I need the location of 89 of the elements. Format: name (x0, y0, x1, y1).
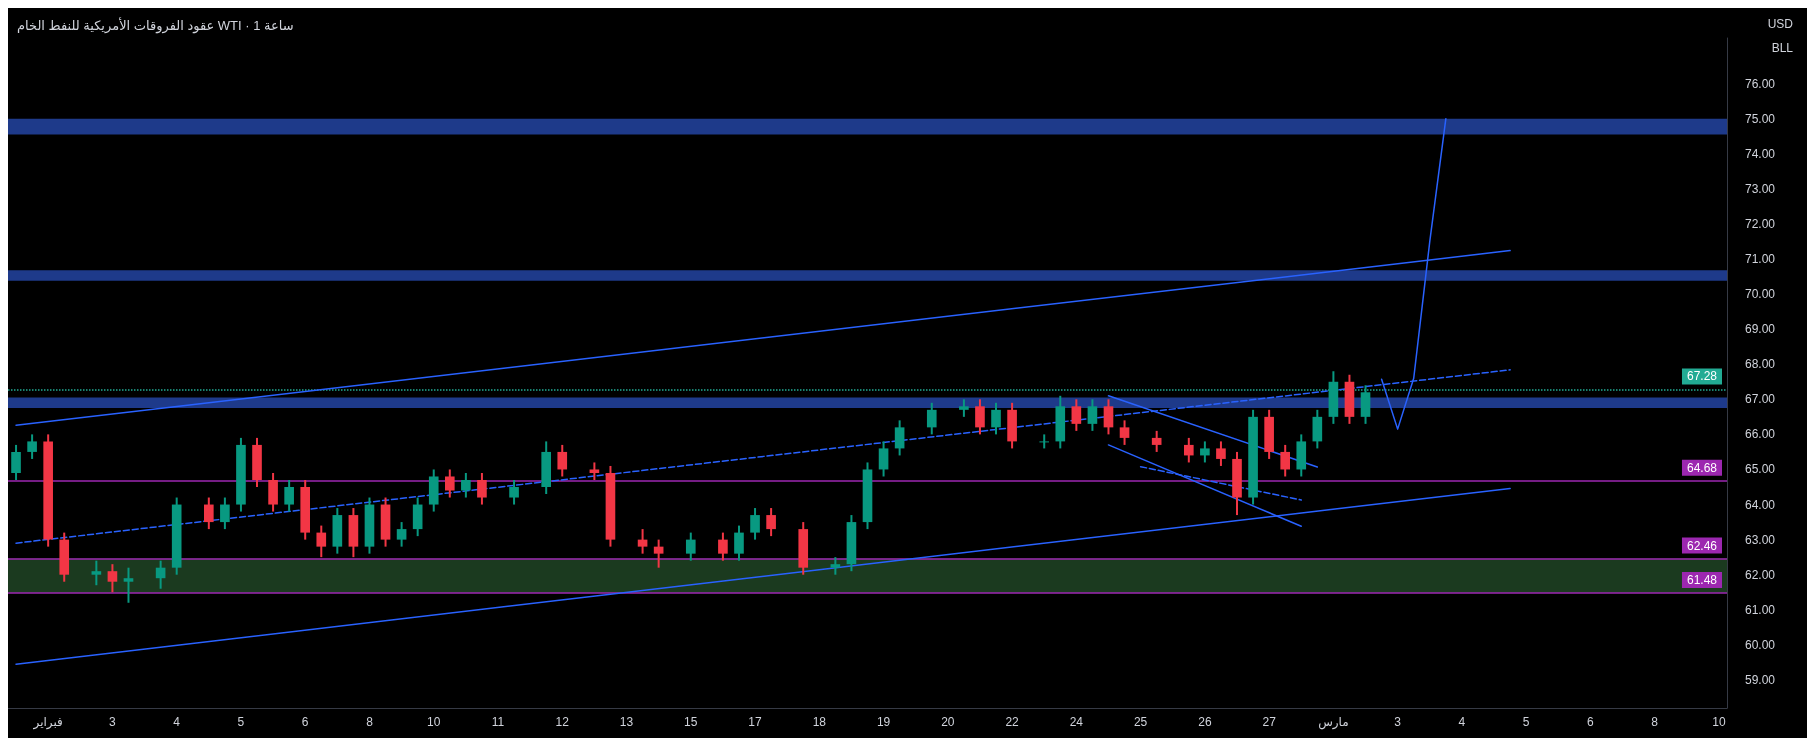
y-tick-label: 64.00 (1745, 497, 1776, 512)
x-tick-label: 10 (1712, 715, 1726, 729)
candlestick (11, 443, 21, 481)
candlestick (461, 471, 471, 499)
x-tick-label: 6 (1587, 715, 1595, 729)
candlestick (637, 528, 648, 555)
y-tick-label: 75.00 (1745, 111, 1776, 126)
candlestick (653, 538, 664, 569)
candlestick (1216, 440, 1226, 467)
candlestick (991, 401, 1001, 436)
candlestick (1103, 398, 1114, 436)
candlestick (766, 507, 776, 538)
text: BLL (1771, 41, 1794, 55)
y-tick-label: 76.00 (1745, 76, 1776, 91)
candlestick (734, 524, 744, 562)
x-tick-label: 4 (1458, 715, 1466, 729)
x-tick-label: فبراير (32, 715, 63, 730)
candlestick (316, 524, 327, 559)
ref-line-label: 64.68 (1686, 460, 1718, 475)
candlestick (1151, 429, 1162, 453)
x-tick-label: 20 (941, 715, 955, 729)
y-tick-label: 73.00 (1745, 181, 1776, 196)
y-tick-label: 74.00 (1745, 146, 1776, 161)
y-tick-label: 63.00 (1745, 532, 1776, 547)
x-tick-label: 6 (301, 715, 309, 729)
candlestick (1200, 440, 1210, 464)
x-tick-label: 19 (876, 715, 891, 729)
ref-line-label: 61.48 (1686, 572, 1718, 587)
candlestick (1183, 436, 1194, 464)
candlestick (1280, 443, 1291, 478)
y-tick-label: 67.00 (1745, 392, 1776, 407)
chart-title: عقود الفروقات الأمريكية للنفط الخام WTI · 1 ساعة (17, 17, 294, 34)
candlestick (91, 559, 102, 587)
y-tick-label: 60.00 (1745, 637, 1776, 652)
ref-line-label: 62.46 (1686, 538, 1718, 553)
candlestick (444, 468, 455, 499)
candlestick (878, 440, 889, 478)
text: USD (1767, 17, 1794, 31)
x-tick-label: مارس (1318, 715, 1349, 730)
y-tick-label: 61.00 (1745, 602, 1776, 617)
candlestick (926, 401, 937, 436)
x-tick-label: 12 (555, 715, 570, 729)
x-tick-label: 26 (1198, 715, 1212, 729)
x-tick-label: 3 (109, 715, 117, 729)
y-tick-label: 65.00 (1745, 462, 1776, 477)
x-tick-label: 17 (748, 715, 763, 729)
x-tick-label: 22 (1005, 715, 1020, 729)
x-tick-label: 3 (1394, 715, 1402, 729)
candlestick (1071, 398, 1082, 432)
x-tick-label: 10 (427, 715, 441, 729)
y-tick-label: 59.00 (1745, 672, 1776, 687)
y-tick-label: 70.00 (1745, 287, 1776, 302)
x-tick-label: 5 (237, 715, 245, 729)
candlestick (1087, 398, 1098, 432)
candlestick (284, 478, 294, 513)
x-tick-label: 13 (619, 715, 634, 729)
x-tick-label: 8 (366, 715, 374, 729)
ref-line-label: 67.28 (1686, 369, 1718, 384)
candlestick (975, 398, 985, 436)
candlestick (1119, 419, 1130, 446)
candlestick (123, 566, 134, 604)
y-tick-label: 62.00 (1745, 567, 1776, 582)
y-tick-label: 72.00 (1745, 216, 1776, 231)
y-tick-label: 68.00 (1745, 357, 1776, 372)
candlestick (220, 496, 230, 531)
x-tick-label: 24 (1069, 715, 1084, 729)
candlestick (396, 521, 407, 548)
x-tick-label: 25 (1133, 715, 1148, 729)
candlestick (894, 419, 905, 457)
candlestick (1039, 433, 1050, 450)
candlestick (557, 443, 568, 478)
x-tick-label: 4 (173, 715, 181, 729)
candlestick (204, 496, 214, 531)
candlestick (477, 471, 487, 506)
candlestick (685, 531, 696, 562)
x-tick-label: 8 (1651, 715, 1659, 729)
candlestick (27, 433, 37, 460)
x-tick-label: 15 (684, 715, 698, 729)
y-tick-label: 69.00 (1745, 322, 1776, 337)
x-tick-label: 11 (491, 715, 505, 729)
x-tick-label: 18 (812, 715, 827, 729)
candlestick (107, 563, 118, 594)
candlestick (750, 507, 760, 541)
candlestick (718, 531, 728, 562)
y-tick-label: 71.00 (1745, 251, 1776, 266)
x-tick-label: 27 (1262, 715, 1277, 729)
candlestick (509, 478, 519, 506)
y-tick-label: 66.00 (1745, 427, 1776, 442)
x-tick-label: 5 (1522, 715, 1530, 729)
